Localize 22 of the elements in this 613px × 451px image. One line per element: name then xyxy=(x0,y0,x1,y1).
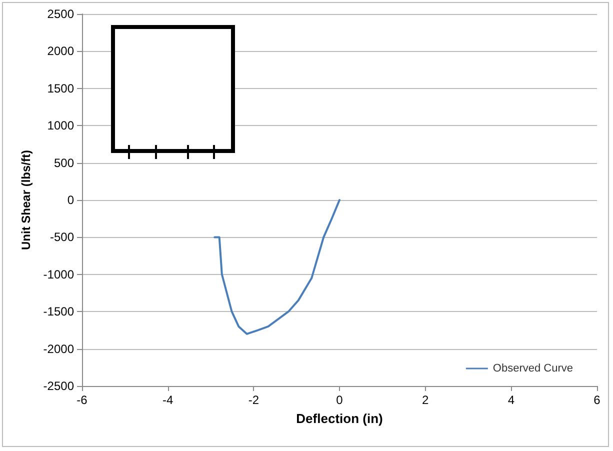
x-tick-label: 6 xyxy=(594,393,601,407)
x-tick-label: 0 xyxy=(336,393,344,407)
x-tick-label: -6 xyxy=(76,393,88,407)
x-tick-label: 4 xyxy=(508,393,515,407)
y-tick-label: 2500 xyxy=(47,7,74,21)
y-tick-label: 0 xyxy=(67,193,74,207)
y-axis-title: Unit Shear (lbs/ft) xyxy=(19,150,33,250)
y-tick-label: -1500 xyxy=(43,304,74,319)
y-tick-label: -2500 xyxy=(43,379,74,393)
legend-label: Observed Curve xyxy=(492,362,574,374)
y-tick-label: -1000 xyxy=(43,267,74,282)
x-tick-label: 2 xyxy=(422,393,429,407)
y-tick-label: 1500 xyxy=(47,81,74,96)
y-tick-label: -2000 xyxy=(43,342,74,356)
y-tick-label: 2000 xyxy=(47,44,74,58)
y-tick-label: 500 xyxy=(54,156,74,170)
y-tick-label: -500 xyxy=(50,230,74,244)
x-axis-title: Deflection (in) xyxy=(296,411,383,426)
y-tick-label: 1000 xyxy=(47,118,74,133)
x-tick-label: -4 xyxy=(162,393,174,407)
x-tick-label: -2 xyxy=(248,393,260,407)
line-series xyxy=(214,199,340,335)
